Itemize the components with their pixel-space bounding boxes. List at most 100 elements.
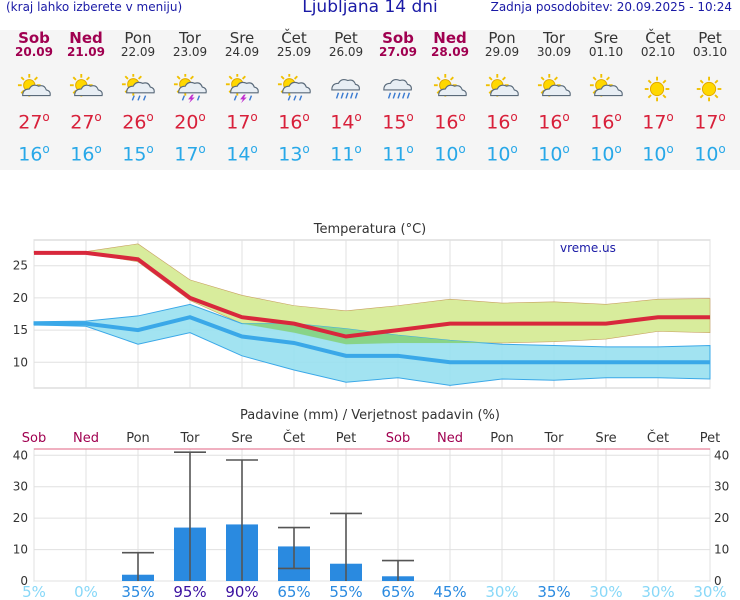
day-name: Sre xyxy=(593,29,619,47)
x-tick-label: Čet xyxy=(647,430,669,446)
y-tick-label-right: 30 xyxy=(714,480,729,494)
day-column: Pet 26.09 14o 11o xyxy=(320,29,372,165)
day-date: 22.09 xyxy=(120,45,156,59)
precip-probability: 95% xyxy=(173,583,206,600)
page-title: Ljubljana 14 dni xyxy=(302,0,438,17)
day-date: 27.09 xyxy=(379,45,417,59)
min-temp: 10o xyxy=(694,142,726,166)
max-temp: 14o xyxy=(330,110,362,134)
min-temp: 10o xyxy=(434,142,466,166)
day-name: Sob xyxy=(18,29,50,47)
min-temp: 16o xyxy=(70,142,102,166)
cloud-rain-icon xyxy=(329,74,363,104)
day-column: Ned 21.09 27o 16o xyxy=(60,29,112,165)
max-temp: 20o xyxy=(174,110,206,134)
min-temp: 10o xyxy=(642,142,674,166)
day-column: Ned 28.09 16o 10o xyxy=(424,30,476,165)
x-tick-label: Sre xyxy=(231,431,252,446)
plot-area xyxy=(33,448,711,582)
day-date: 21.09 xyxy=(67,45,105,59)
y-tick-label: 30 xyxy=(13,480,28,494)
precip-probability: 35% xyxy=(121,583,154,600)
min-temp: 10o xyxy=(590,142,622,166)
precip-chart-title: Padavine (mm) / Verjetnost padavin (%) xyxy=(240,408,500,423)
temp-chart-title: Temperatura (°C) xyxy=(313,222,426,237)
min-temp: 10o xyxy=(538,142,570,166)
y-tick-label: 0 xyxy=(20,574,28,588)
day-name: Pet xyxy=(334,29,358,47)
day-column: Sob 20.09 27o 16o xyxy=(8,29,60,165)
day-column: Tor 23.09 20o 17o xyxy=(164,29,216,165)
min-temp: 10o xyxy=(486,142,518,166)
day-date: 24.09 xyxy=(224,45,260,59)
day-column: Pon 22.09 26o 15o xyxy=(112,29,164,165)
min-temp: 17o xyxy=(174,142,206,166)
max-temp: 27o xyxy=(18,110,50,134)
forecast-strip: Sob 20.09 27o 16o Ned 21.09 27o 16o Pon 22.09 26o 1… xyxy=(0,30,740,170)
day-date: 23.09 xyxy=(172,45,208,59)
x-tick-label: Pet xyxy=(336,431,356,446)
precip-probability: 5% xyxy=(22,583,46,600)
max-temp: 26o xyxy=(122,110,154,134)
x-tick-label: Pon xyxy=(490,431,514,446)
x-tick-label: Tor xyxy=(543,431,564,446)
max-temp: 16o xyxy=(434,110,466,134)
max-temp: 15o xyxy=(382,110,414,134)
max-temp: 17o xyxy=(226,110,258,134)
precip-probability: 30% xyxy=(693,583,726,600)
day-name: Sob xyxy=(382,29,414,47)
day-name: Pet xyxy=(698,29,722,47)
day-date: 03.10 xyxy=(692,45,728,59)
day-name: Čet xyxy=(281,29,307,47)
day-name: Tor xyxy=(179,29,201,47)
day-column: Čet 25.09 16o 13o xyxy=(268,29,320,165)
min-temp: 11o xyxy=(330,142,362,166)
sun-cloud-icon xyxy=(537,73,571,104)
precip-probability: 35% xyxy=(537,583,570,600)
day-name: Ned xyxy=(69,29,103,47)
day-name: Pon xyxy=(488,29,516,47)
day-column: Tor 30.09 16o 10o xyxy=(528,30,580,165)
y-tick-label: 10 xyxy=(13,543,28,557)
precip-probability: 90% xyxy=(225,583,258,600)
day-date: 28.09 xyxy=(431,45,469,59)
max-temp: 16o xyxy=(538,110,570,134)
y-tick-label-right: 40 xyxy=(714,448,729,462)
x-tick-label: Tor xyxy=(179,431,200,446)
max-temp-line xyxy=(34,250,710,339)
y-tick-label: 25 xyxy=(13,259,28,273)
precip-probability: 55% xyxy=(329,583,362,600)
max-temp: 17o xyxy=(694,110,726,134)
sun-cloud-rain-icon xyxy=(121,72,155,104)
temperature-chart: Temperatura (°C) 25 20 15 10 vreme.us xyxy=(13,222,711,389)
x-tick-label: Pon xyxy=(126,431,150,446)
sun-cloud-icon xyxy=(17,73,51,104)
day-column: Sre 24.09 17o 14o xyxy=(216,29,268,165)
day-name: Pon xyxy=(124,29,152,47)
day-name: Čet xyxy=(645,29,671,47)
cloud-rain-icon xyxy=(381,74,415,104)
precip-probability: 30% xyxy=(589,583,622,600)
sun-cloud-rain-icon xyxy=(277,72,311,104)
y-tick-label: 20 xyxy=(13,511,28,525)
x-tick-label: Čet xyxy=(283,430,305,446)
max-temp: 16o xyxy=(590,110,622,134)
day-date: 30.09 xyxy=(536,45,572,59)
day-date: 29.09 xyxy=(484,45,520,59)
precip-probability: 0% xyxy=(74,583,98,600)
day-date: 25.09 xyxy=(276,45,312,59)
day-column: Pon 29.09 16o 10o xyxy=(476,29,528,165)
min-temp: 15o xyxy=(122,142,154,166)
x-tick-label: Sob xyxy=(386,431,410,446)
day-date: 20.09 xyxy=(15,45,53,59)
day-column: Sob 27.09 15o 11o xyxy=(372,29,424,165)
x-tick-label: Pet xyxy=(700,431,720,446)
sun-cloud-icon xyxy=(589,73,623,104)
y-tick-label: 20 xyxy=(13,291,28,305)
min-temp: 13o xyxy=(278,142,310,166)
x-tick-label: Ned xyxy=(437,431,463,446)
day-name: Sre xyxy=(229,29,255,47)
max-temp: 27o xyxy=(70,110,102,134)
precip-probability: 30% xyxy=(485,583,518,600)
max-temp: 17o xyxy=(642,110,674,134)
